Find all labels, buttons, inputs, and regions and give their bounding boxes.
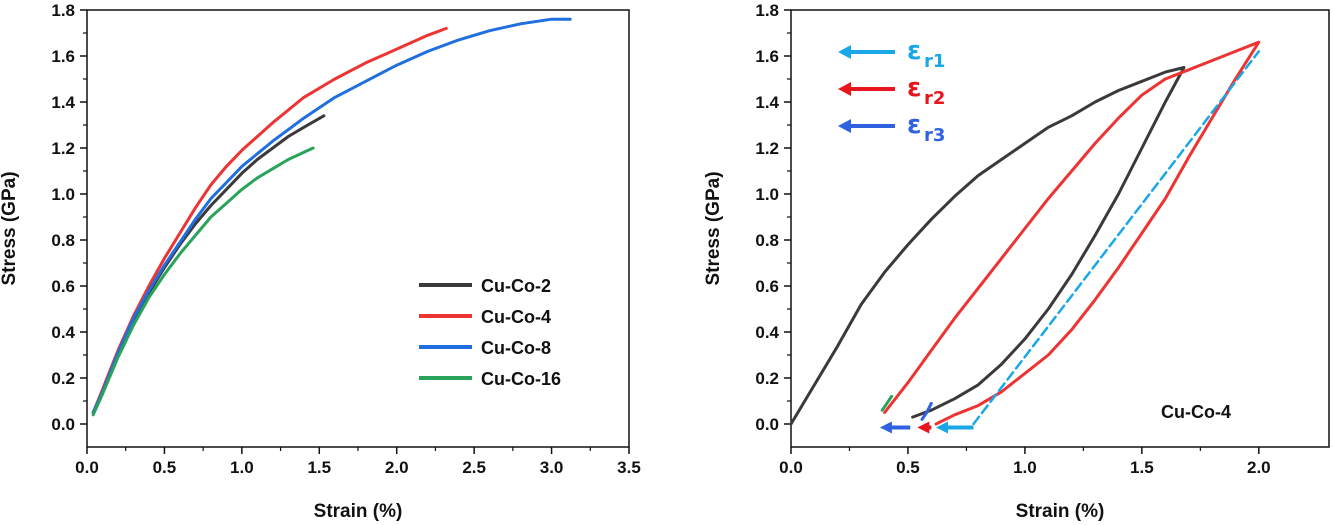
y-tick-label: 0.0 (755, 415, 779, 434)
y-tick-label: 1.4 (51, 93, 75, 112)
right-recovery-arrows (879, 421, 974, 434)
hysteresis-curve-4 (920, 401, 933, 421)
recovery-arrow-head (879, 421, 892, 434)
y-tick-label: 0.2 (51, 369, 75, 388)
x-tick-label: 3.5 (617, 458, 641, 477)
x-tick-label: 0.0 (75, 458, 99, 477)
left-y-axis-title: Stress (GPa) (0, 171, 20, 285)
strain-subscript: r2 (924, 88, 945, 109)
right-series-group (789, 40, 1261, 426)
hysteresis-curve-2 (883, 40, 1261, 426)
series-line-cu-co-16 (91, 146, 315, 417)
y-tick-label: 0.4 (51, 323, 75, 342)
y-tick-label: 1.2 (755, 139, 779, 158)
hysteresis-curve-1 (789, 66, 1186, 426)
right-x-axis-title: Strain (%) (1016, 501, 1105, 522)
strain-legend-arrowhead (838, 45, 851, 59)
y-tick-label: 1.8 (755, 1, 779, 20)
legend-label: Cu-Co-2 (481, 276, 551, 296)
left-axis-ticks: 0.0 0.5 1.0 1.5 2.0 2.5 3.0 3.5 0.0 0.2 0.4 0.6 0.8 1… (51, 1, 640, 477)
x-tick-label: 0.5 (896, 458, 920, 477)
strain-symbol: ε (907, 110, 921, 140)
right-y-axis-title: Stress (GPa) (703, 171, 724, 285)
recovery-arrow-head (917, 421, 930, 434)
x-tick-label: 0.0 (779, 458, 803, 477)
x-tick-label: 2.5 (462, 458, 486, 477)
y-tick-label: 1.0 (51, 185, 75, 204)
x-tick-label: 2.0 (1247, 458, 1271, 477)
y-tick-label: 1.4 (755, 93, 779, 112)
left-chart-panel: 0.0 0.5 1.0 1.5 2.0 2.5 3.0 3.5 0.0 0.2 0.4 0.6 0.8 1… (0, 1, 641, 522)
right-chart-panel: 0.0 0.5 1.0 1.5 2.0 0.0 0.2 0.4 0.6 0.8 1.0 1.2 1.4 1… (703, 1, 1330, 522)
left-series-group (91, 17, 572, 417)
recovery-arrow-head (936, 421, 949, 434)
y-tick-label: 0.0 (51, 415, 75, 434)
y-tick-label: 0.6 (51, 277, 75, 296)
y-tick-label: 0.6 (755, 277, 779, 296)
x-tick-label: 2.0 (385, 458, 409, 477)
y-tick-label: 1.0 (755, 185, 779, 204)
strain-legend-arrowhead (838, 119, 851, 133)
strain-subscript: r1 (924, 51, 945, 72)
series-line-cu-co-4 (91, 26, 448, 414)
series-line-cu-co-8 (91, 17, 572, 414)
y-tick-label: 0.2 (755, 369, 779, 388)
right-strain-labels: ε r1ε r2ε r3 (838, 36, 945, 146)
strain-symbol: ε (907, 36, 921, 66)
y-tick-label: 1.8 (51, 1, 75, 20)
y-tick-label: 0.8 (755, 231, 779, 250)
right-axis-ticks: 0.0 0.5 1.0 1.5 2.0 0.0 0.2 0.4 0.6 0.8 1.0 1.2 1.4 1… (755, 1, 1270, 477)
strain-symbol: ε (907, 73, 921, 103)
y-tick-label: 1.6 (755, 47, 779, 66)
right-plot-frame (790, 9, 1330, 448)
x-tick-label: 1.0 (1013, 458, 1037, 477)
x-tick-label: 3.0 (540, 458, 564, 477)
y-tick-label: 0.4 (755, 323, 779, 342)
strain-legend-arrowhead (838, 82, 851, 96)
left-legend: Cu-Co-2 Cu-Co-4 Cu-Co-8 Cu-Co-16 (419, 276, 561, 389)
hysteresis-curve-5 (972, 50, 1261, 426)
x-tick-label: 0.5 (153, 458, 177, 477)
x-tick-label: 1.5 (1130, 458, 1154, 477)
strain-subscript: r3 (924, 125, 945, 146)
legend-label: Cu-Co-16 (481, 369, 561, 389)
legend-label: Cu-Co-8 (481, 338, 551, 358)
legend-label: Cu-Co-4 (481, 307, 551, 327)
x-tick-label: 1.5 (307, 458, 331, 477)
y-tick-label: 1.6 (51, 47, 75, 66)
left-x-axis-title: Strain (%) (314, 501, 403, 522)
y-tick-label: 1.2 (51, 139, 75, 158)
x-tick-label: 1.0 (230, 458, 254, 477)
right-sample-annotation: Cu-Co-4 (1161, 402, 1231, 422)
y-tick-label: 0.8 (51, 231, 75, 250)
hysteresis-curve-3 (880, 394, 894, 412)
